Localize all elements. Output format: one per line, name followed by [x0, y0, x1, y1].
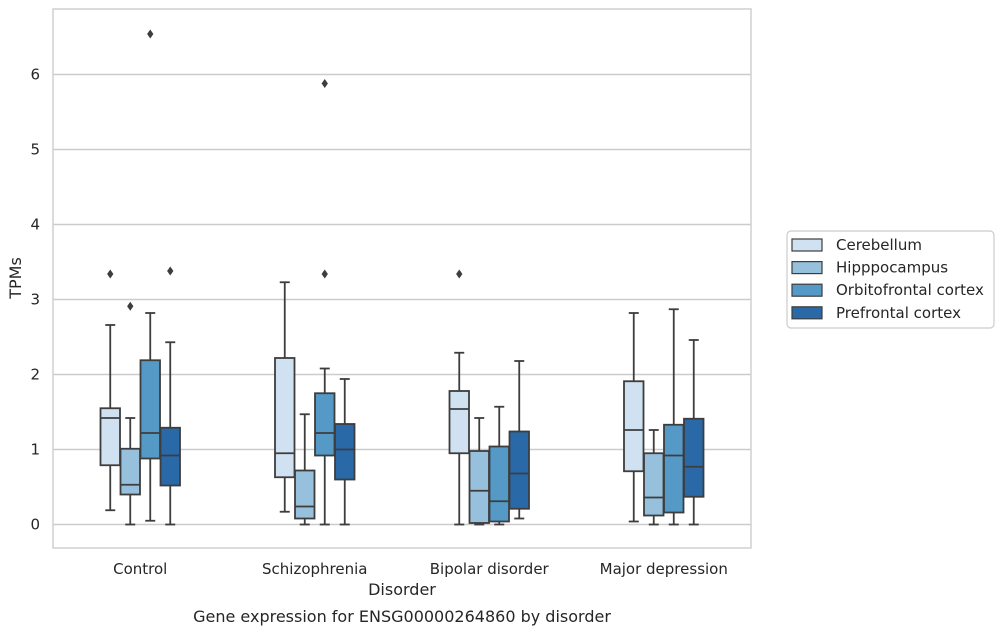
y-axis-label: TPMs [6, 257, 25, 300]
legend-swatch [791, 283, 823, 297]
legend-item: Prefrontal cortex [791, 304, 961, 322]
legend-swatch [791, 306, 823, 320]
x-tick-label: Major depression [600, 560, 728, 578]
outlier-point [456, 269, 463, 279]
box-prefrontal-cortex [683, 339, 705, 526]
legend-swatch [791, 238, 823, 252]
box-groups [99, 29, 705, 526]
box-iqr [294, 469, 316, 520]
y-tick-label: 5 [30, 141, 40, 159]
box-cerebellum [623, 312, 645, 523]
legend-item: Hipppocampus [791, 259, 948, 277]
outlier-point [147, 29, 154, 39]
outlier-point [321, 79, 328, 88]
x-axis-label: Disorder [368, 580, 436, 599]
y-tick-label: 2 [30, 366, 40, 384]
box-iqr [663, 423, 685, 514]
box-cerebellum [448, 269, 470, 526]
legend-item: Orbitofrontal cortex [791, 281, 984, 299]
legend-label: Orbitofrontal cortex [836, 281, 984, 299]
box-iqr [623, 380, 645, 473]
box-orbitofrontal-cortex [314, 79, 336, 526]
box-prefrontal-cortex [508, 360, 530, 520]
box-prefrontal-cortex [334, 378, 356, 526]
box-orbitofrontal-cortex [488, 405, 510, 526]
box-iqr [99, 407, 121, 467]
box-iqr [508, 430, 530, 510]
outlier-point [107, 269, 114, 279]
y-tick-labels: 0 1 2 3 4 5 6 [30, 66, 40, 534]
y-tick-label: 1 [30, 441, 40, 459]
legend-label: Hipppocampus [836, 259, 948, 277]
legend-items: Cerebellum Hipppocampus Orbitofrontal cort… [791, 236, 984, 322]
legend-frame [786, 230, 995, 329]
box-hipppocampus [643, 429, 665, 526]
box-iqr [159, 426, 181, 487]
box-iqr [274, 357, 296, 479]
box-orbitofrontal-cortex [663, 308, 685, 526]
category-group [448, 269, 530, 526]
y-tick-label: 3 [30, 291, 40, 309]
legend-label: Cerebellum [836, 236, 922, 254]
box-hipppocampus [468, 417, 490, 526]
category-group [623, 308, 705, 526]
box-orbitofrontal-cortex [139, 29, 161, 522]
y-tick-label: 4 [30, 216, 40, 234]
x-tick-label: Bipolar disorder [430, 560, 550, 578]
x-tick-labels: Control Schizophrenia Bipolar disorder Majo… [113, 560, 728, 578]
box-iqr [334, 423, 356, 481]
box-hipppocampus [119, 301, 141, 526]
outlier-point [127, 301, 134, 311]
y-tick-label: 0 [30, 516, 40, 534]
chart-caption: Gene expression for ENSG00000264860 by d… [193, 607, 611, 626]
box-iqr [448, 390, 470, 455]
category-group [99, 29, 181, 526]
box-prefrontal-cortex [159, 266, 181, 526]
category-group [274, 79, 356, 526]
box-iqr [683, 417, 705, 498]
box-iqr [468, 450, 490, 524]
legend: Cerebellum Hipppocampus Orbitofrontal cort… [786, 230, 995, 329]
x-tick-label: Control [113, 560, 167, 578]
legend-label: Prefrontal cortex [836, 304, 961, 322]
y-tick-label: 6 [30, 66, 40, 84]
box-iqr [643, 452, 665, 517]
box-cerebellum [274, 281, 296, 513]
box-cerebellum [99, 269, 121, 512]
box-iqr [119, 447, 141, 496]
outlier-point [167, 266, 174, 276]
legend-swatch [791, 261, 823, 275]
outlier-point [321, 269, 328, 279]
legend-item: Cerebellum [791, 236, 922, 254]
box-iqr [139, 359, 161, 460]
plot-frame [52, 8, 752, 549]
x-tick-label: Schizophrenia [262, 560, 367, 578]
box-hipppocampus [294, 413, 316, 526]
box-iqr [488, 445, 510, 523]
box-iqr [314, 392, 336, 457]
